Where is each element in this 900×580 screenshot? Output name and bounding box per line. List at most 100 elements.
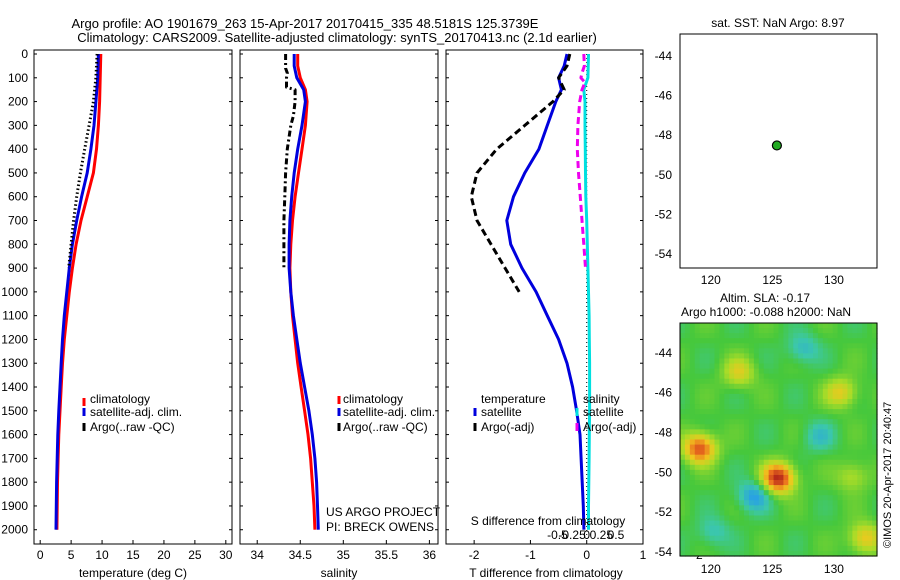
sla-cell xyxy=(783,510,789,517)
sla-map-frame xyxy=(679,322,878,557)
sla-cell xyxy=(827,464,834,471)
sla-cell xyxy=(773,530,780,537)
sla-cell xyxy=(704,439,711,446)
sla-cell xyxy=(714,490,720,496)
sla-cell xyxy=(778,333,785,339)
sla-cell xyxy=(778,495,785,501)
sla-cell xyxy=(778,530,785,537)
sla-cell xyxy=(748,505,755,512)
sla-cell xyxy=(778,464,785,471)
sla-cell xyxy=(763,429,770,436)
sla-cell xyxy=(744,459,750,466)
sla-cell xyxy=(680,414,686,420)
sla-cell xyxy=(739,338,745,344)
sla-cell xyxy=(798,419,804,425)
sla-cell xyxy=(788,510,794,517)
sla-cell xyxy=(694,439,701,446)
sla-cell xyxy=(763,485,770,491)
sla-cell xyxy=(803,525,809,532)
sla-cell xyxy=(758,525,765,532)
sla-cell xyxy=(832,338,839,344)
sla-cell xyxy=(724,388,730,395)
sla-cell xyxy=(734,505,740,512)
sla-cell xyxy=(808,398,814,405)
series-line-argo-raw-qc- xyxy=(282,54,297,269)
sla-cell xyxy=(862,323,868,329)
sla-cell xyxy=(783,480,789,486)
sla-cell xyxy=(709,429,716,436)
sla-cell xyxy=(837,338,844,344)
sla-cell xyxy=(832,363,839,370)
sla-cell xyxy=(709,404,716,410)
sla-cell xyxy=(812,464,819,471)
sla-cell xyxy=(822,480,829,486)
sla-cell xyxy=(867,515,873,522)
sla-cell xyxy=(684,378,691,385)
sla-cell xyxy=(753,424,760,430)
sla-cell xyxy=(689,515,696,522)
sla-cell xyxy=(680,474,686,481)
sla-cell xyxy=(684,393,691,400)
sla-cell xyxy=(748,485,755,491)
sla-cell xyxy=(724,358,730,365)
sla-cell xyxy=(768,505,775,512)
sla-cell xyxy=(837,485,844,491)
sla-cell xyxy=(788,515,794,522)
sla-cell xyxy=(852,535,858,542)
sla-cell xyxy=(857,363,863,370)
sla-cell xyxy=(798,444,804,451)
sla-cell xyxy=(832,343,839,349)
sla-cell xyxy=(694,404,701,410)
sla-cell xyxy=(734,409,740,415)
sla-cell xyxy=(744,474,750,481)
sla-cell xyxy=(872,449,878,456)
sla-cell xyxy=(694,495,701,501)
sla-cell xyxy=(694,454,701,461)
sla-cell xyxy=(699,353,706,360)
sla-cell xyxy=(842,328,849,334)
sst-lat-label: -46 xyxy=(655,88,673,102)
sla-cell xyxy=(862,398,868,405)
sla-cell xyxy=(704,525,711,532)
sla-cell xyxy=(778,419,785,425)
sla-cell xyxy=(748,338,755,344)
sla-cell xyxy=(817,515,824,522)
sla-cell xyxy=(704,495,711,501)
sla-cell xyxy=(867,398,873,405)
sla-cell xyxy=(788,343,794,349)
sla-cell xyxy=(827,398,834,405)
sla-cell xyxy=(842,480,849,486)
sla-cell xyxy=(822,490,829,496)
sla-cell xyxy=(778,383,785,390)
sla-cell xyxy=(808,373,814,380)
sla-cell xyxy=(739,545,745,552)
sla-cell xyxy=(793,388,799,395)
sla-cell xyxy=(763,424,770,430)
sla-cell xyxy=(847,373,853,380)
sla-cell xyxy=(872,535,878,542)
sla-cell xyxy=(788,383,794,390)
sla-cell xyxy=(808,358,814,365)
sla-cell xyxy=(763,439,770,446)
sla-cell xyxy=(812,525,819,532)
sla-cell xyxy=(763,358,770,365)
sla-cell xyxy=(724,338,730,344)
sla-cell xyxy=(798,525,804,532)
sla-cell xyxy=(808,439,814,446)
sla-cell xyxy=(803,388,809,395)
sla-cell xyxy=(822,525,829,532)
sla-cell xyxy=(753,348,760,354)
difference-xlabel: T difference from climatology xyxy=(469,566,623,580)
sla-cell xyxy=(714,409,720,415)
sla-cell xyxy=(699,505,706,512)
sla-cell xyxy=(773,515,780,522)
sla-cell xyxy=(699,540,706,547)
sla-cell xyxy=(699,388,706,395)
sla-cell xyxy=(872,469,878,476)
sla-cell xyxy=(788,464,794,471)
sla-cell xyxy=(788,500,794,506)
sla-cell xyxy=(783,333,789,339)
sla-cell xyxy=(709,348,716,354)
sla-cell xyxy=(684,480,691,486)
x-tick-label: 25 xyxy=(188,548,202,562)
